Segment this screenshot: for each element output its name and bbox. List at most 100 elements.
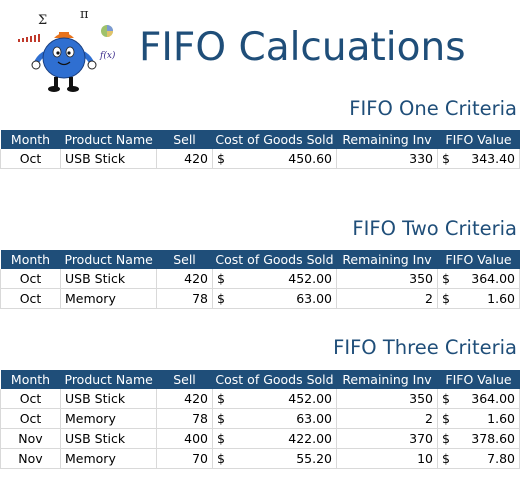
currency-symbol: $ — [442, 431, 450, 446]
cell-cost-of-goods-sold[interactable]: $55.20 — [212, 448, 337, 469]
cell-cost-of-goods-sold[interactable]: $63.00 — [212, 408, 337, 429]
table-row: Oct USB Stick 420 $452.00 350 $364.00 — [0, 389, 520, 409]
table-row: Nov Memory 70 $55.20 10 $7.80 — [0, 448, 520, 469]
currency-symbol: $ — [442, 151, 450, 166]
sigma-symbol: Σ — [38, 13, 47, 28]
cell-cost-of-goods-sold[interactable]: $63.00 — [212, 288, 337, 309]
column-header-sell: Sell — [156, 370, 213, 389]
currency-symbol: $ — [217, 431, 225, 446]
cell-product-name[interactable]: USB Stick — [60, 149, 157, 169]
column-header-sell: Sell — [156, 250, 213, 269]
fifo-one-criteria-table: Month Product Name Sell Cost of Goods So… — [0, 130, 520, 169]
fifo-value: 364.00 — [471, 391, 515, 406]
fifo-value: 364.00 — [471, 271, 515, 286]
table-header-row: Month Product Name Sell Cost of Goods So… — [0, 370, 520, 389]
fifo-value: 343.40 — [471, 151, 515, 166]
cell-month[interactable]: Oct — [0, 389, 61, 409]
cell-remaining-inv[interactable]: 350 — [336, 269, 438, 289]
cell-sell[interactable]: 78 — [156, 288, 213, 309]
cogs-value: 63.00 — [296, 411, 332, 426]
currency-symbol: $ — [442, 391, 450, 406]
table-header-row: Month Product Name Sell Cost of Goods So… — [0, 130, 520, 149]
column-header-cost-of-goods-sold: Cost of Goods Sold — [212, 250, 337, 269]
currency-symbol: $ — [442, 291, 450, 306]
table-row: Oct USB Stick 420 $452.00 350 $364.00 — [0, 269, 520, 289]
column-header-sell: Sell — [156, 130, 213, 149]
fifo-value: 1.60 — [487, 291, 515, 306]
fifo-value: 7.80 — [487, 451, 515, 466]
section-title-two-criteria: FIFO Two Criteria — [352, 217, 517, 240]
column-header-month: Month — [0, 130, 61, 149]
cell-sell[interactable]: 420 — [156, 269, 213, 289]
column-header-remaining-inv: Remaining Inv — [336, 370, 438, 389]
cell-remaining-inv[interactable]: 350 — [336, 389, 438, 409]
cell-remaining-inv[interactable]: 10 — [336, 448, 438, 469]
cogs-value: 55.20 — [296, 451, 332, 466]
cogs-value: 63.00 — [296, 291, 332, 306]
cogs-value: 422.00 — [288, 431, 332, 446]
cell-month[interactable]: Oct — [0, 408, 61, 429]
cell-month[interactable]: Oct — [0, 269, 61, 289]
column-header-month: Month — [0, 370, 61, 389]
cell-fifo-value[interactable]: $1.60 — [437, 288, 520, 309]
cell-month[interactable]: Oct — [0, 288, 61, 309]
cell-fifo-value[interactable]: $364.00 — [437, 269, 520, 289]
cell-product-name[interactable]: Memory — [60, 288, 157, 309]
cell-sell[interactable]: 420 — [156, 149, 213, 169]
column-header-remaining-inv: Remaining Inv — [336, 250, 438, 269]
cell-fifo-value[interactable]: $364.00 — [437, 389, 520, 409]
table-row: Oct USB Stick 420 $450.60 330 $343.40 — [0, 149, 520, 169]
function-symbol: f(x) — [99, 50, 116, 61]
cell-product-name[interactable]: Memory — [60, 408, 157, 429]
cell-product-name[interactable]: Memory — [60, 448, 157, 469]
currency-symbol: $ — [217, 291, 225, 306]
cell-fifo-value[interactable]: $378.60 — [437, 428, 520, 449]
table-row: Nov USB Stick 400 $422.00 370 $378.60 — [0, 428, 520, 449]
currency-symbol: $ — [442, 271, 450, 286]
cell-fifo-value[interactable]: $1.60 — [437, 408, 520, 429]
cogs-value: 452.00 — [288, 391, 332, 406]
mascot-character — [31, 32, 97, 92]
column-header-product-name: Product Name — [60, 370, 157, 389]
column-header-month: Month — [0, 250, 61, 269]
cogs-value: 452.00 — [288, 271, 332, 286]
cell-remaining-inv[interactable]: 370 — [336, 428, 438, 449]
cell-sell[interactable]: 78 — [156, 408, 213, 429]
column-header-cost-of-goods-sold: Cost of Goods Sold — [212, 370, 337, 389]
cell-cost-of-goods-sold[interactable]: $450.60 — [212, 149, 337, 169]
currency-symbol: $ — [217, 411, 225, 426]
cell-remaining-inv[interactable]: 330 — [336, 149, 438, 169]
pi-symbol: π — [80, 7, 89, 22]
fifo-value: 1.60 — [487, 411, 515, 426]
section-title-three-criteria: FIFO Three Criteria — [333, 336, 517, 359]
cell-cost-of-goods-sold[interactable]: $452.00 — [212, 269, 337, 289]
currency-symbol: $ — [442, 411, 450, 426]
column-header-fifo-value: FIFO Value — [437, 250, 520, 269]
cell-cost-of-goods-sold[interactable]: $422.00 — [212, 428, 337, 449]
cell-product-name[interactable]: USB Stick — [60, 389, 157, 409]
section-title-one-criteria: FIFO One Criteria — [349, 97, 517, 120]
cell-cost-of-goods-sold[interactable]: $452.00 — [212, 389, 337, 409]
currency-symbol: $ — [217, 451, 225, 466]
column-header-product-name: Product Name — [60, 250, 157, 269]
cell-product-name[interactable]: USB Stick — [60, 428, 157, 449]
cell-remaining-inv[interactable]: 2 — [336, 288, 438, 309]
cell-month[interactable]: Nov — [0, 448, 61, 469]
column-header-cost-of-goods-sold: Cost of Goods Sold — [212, 130, 337, 149]
table-header-row: Month Product Name Sell Cost of Goods So… — [0, 250, 520, 269]
cell-month[interactable]: Oct — [0, 149, 61, 169]
table-row: Oct Memory 78 $63.00 2 $1.60 — [0, 408, 520, 429]
cell-fifo-value[interactable]: $7.80 — [437, 448, 520, 469]
cell-month[interactable]: Nov — [0, 428, 61, 449]
cell-sell[interactable]: 70 — [156, 448, 213, 469]
fifo-value: 378.60 — [471, 431, 515, 446]
page-title: FIFO Calcuations — [139, 25, 466, 70]
column-header-product-name: Product Name — [60, 130, 157, 149]
cell-fifo-value[interactable]: $343.40 — [437, 149, 520, 169]
cell-sell[interactable]: 420 — [156, 389, 213, 409]
currency-symbol: $ — [217, 271, 225, 286]
cell-remaining-inv[interactable]: 2 — [336, 408, 438, 429]
cell-product-name[interactable]: USB Stick — [60, 269, 157, 289]
cell-sell[interactable]: 400 — [156, 428, 213, 449]
bar-chart-icon — [18, 34, 40, 42]
